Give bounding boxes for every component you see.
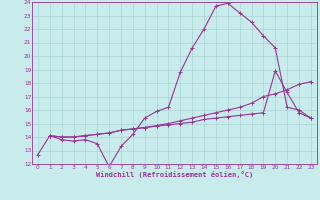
X-axis label: Windchill (Refroidissement éolien,°C): Windchill (Refroidissement éolien,°C) (96, 171, 253, 178)
